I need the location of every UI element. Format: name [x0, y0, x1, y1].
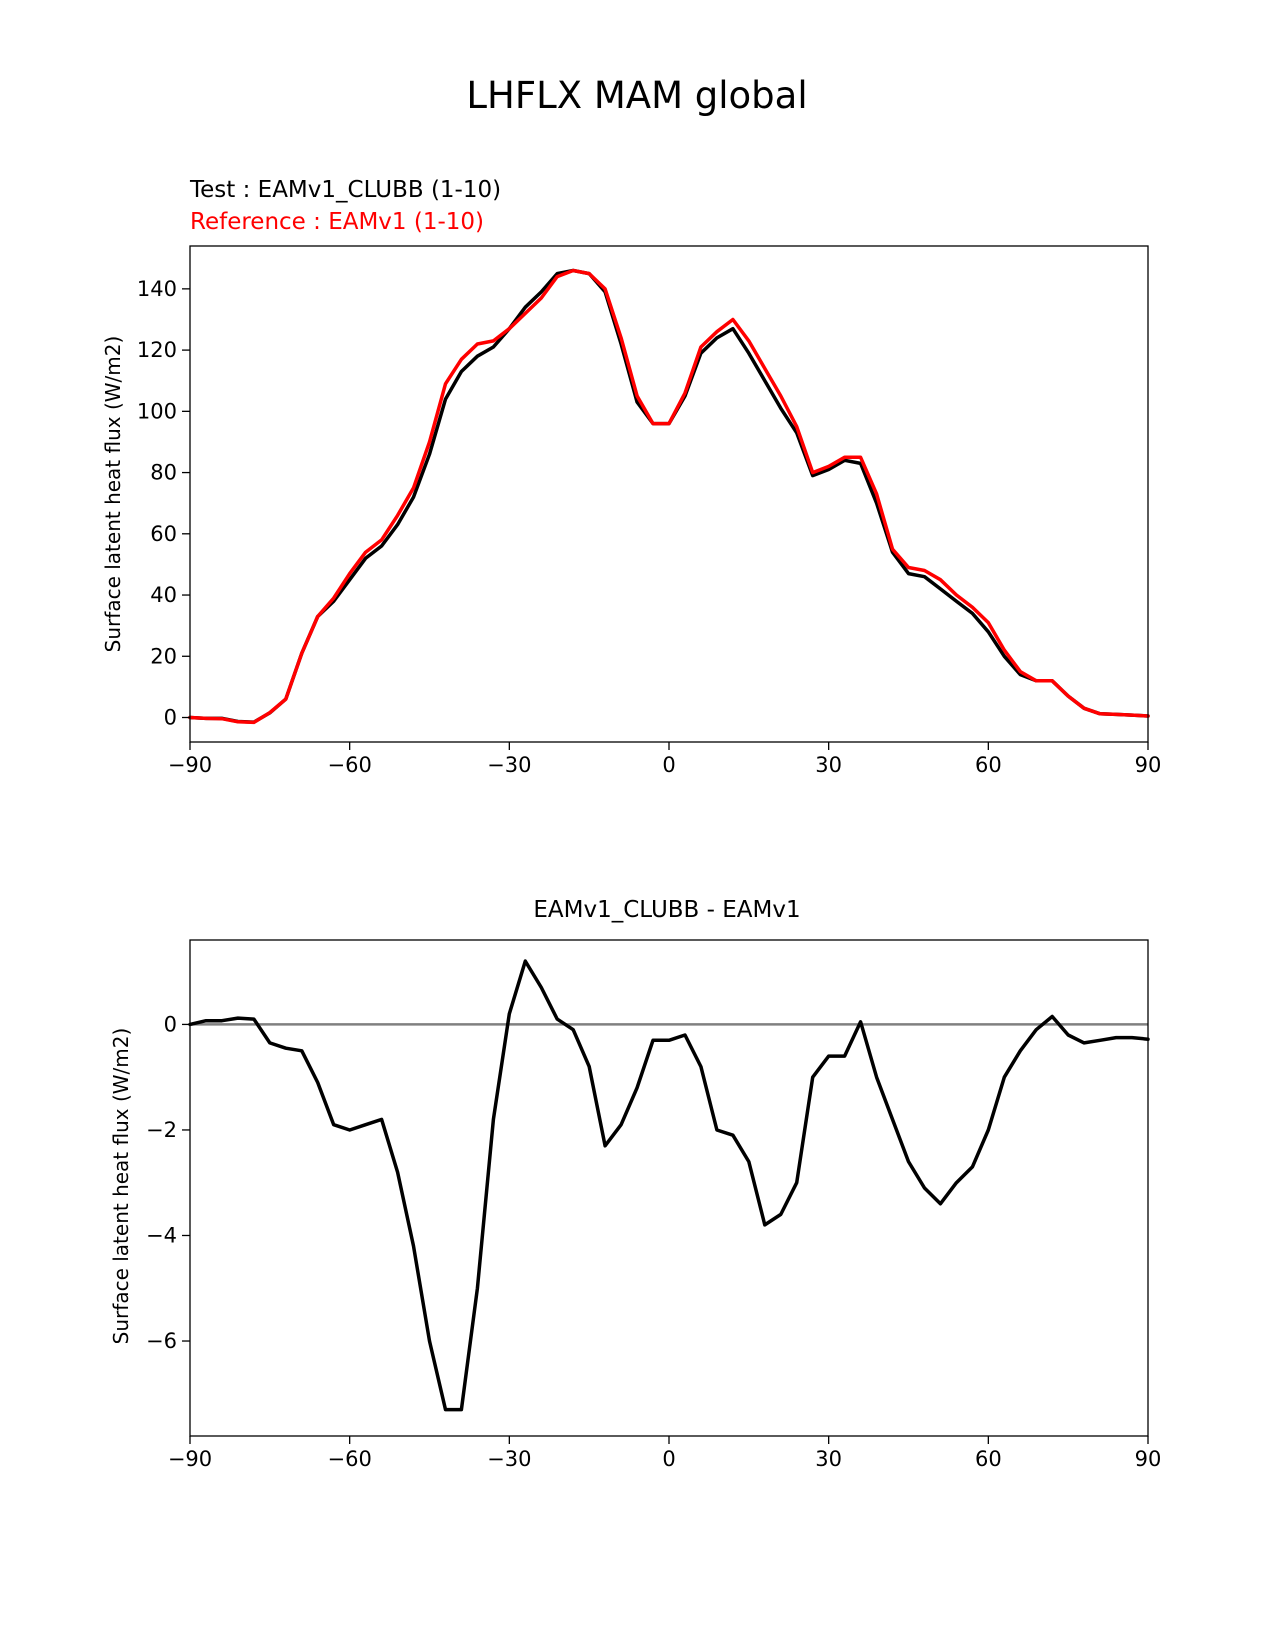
top-y-tick-label: 120 [137, 338, 177, 362]
bottom-y-tick-label: −4 [146, 1223, 177, 1247]
top-y-tick-label: 60 [150, 522, 177, 546]
test-label: Test : EAMv1_CLUBB (1-10) [189, 177, 501, 203]
bottom-x-tick-label: 90 [1135, 1447, 1162, 1471]
top-x-tick-label: −90 [168, 753, 212, 777]
bottom-x-tick-label: −60 [328, 1447, 372, 1471]
bottom-series-difference-line [188, 959, 1150, 1412]
bottom-y-tick-label: −2 [146, 1118, 177, 1142]
top-x-tick-label: −30 [487, 753, 531, 777]
top-y-tick-label: 100 [137, 399, 177, 423]
bottom-x-tick-label: 30 [815, 1447, 842, 1471]
bottom-y-axis-label: Surface latent heat flux (W/m2) [109, 1028, 133, 1345]
top-y-tick-label: 80 [150, 461, 177, 485]
bottom-plot: EAMv1_CLUBB - EAMv1 Surface latent heat … [109, 897, 1161, 1471]
top-x-tick-label: 30 [815, 753, 842, 777]
bottom-x-tick-label: 60 [975, 1447, 1002, 1471]
figure-title: LHFLX MAM global [466, 74, 807, 117]
top-series-reference-line [188, 268, 1150, 725]
top-x-tick-label: 90 [1135, 753, 1162, 777]
bottom-x-tick-label: −30 [487, 1447, 531, 1471]
bottom-x-tick-label: −90 [168, 1447, 212, 1471]
bottom-plot-title: EAMv1_CLUBB - EAMv1 [533, 897, 800, 923]
top-x-tick-label: 60 [975, 753, 1002, 777]
top-y-tick-label: 20 [150, 644, 177, 668]
top-x-tick-label: −60 [328, 753, 372, 777]
bottom-y-tick-label: 0 [164, 1012, 177, 1036]
top-y-tick-label: 140 [137, 277, 177, 301]
bottom-y-tick-label: −6 [146, 1329, 177, 1353]
reference-label: Reference : EAMv1 (1-10) [190, 209, 484, 235]
top-plot: Surface latent heat flux (W/m2) −90 −60 −3… [101, 245, 1162, 777]
top-y-tick-label: 0 [164, 706, 177, 730]
top-x-tick-label: 0 [662, 753, 675, 777]
top-y-axis-label: Surface latent heat flux (W/m2) [101, 336, 125, 653]
top-y-tick-label: 40 [150, 583, 177, 607]
bottom-x-tick-label: 0 [662, 1447, 675, 1471]
